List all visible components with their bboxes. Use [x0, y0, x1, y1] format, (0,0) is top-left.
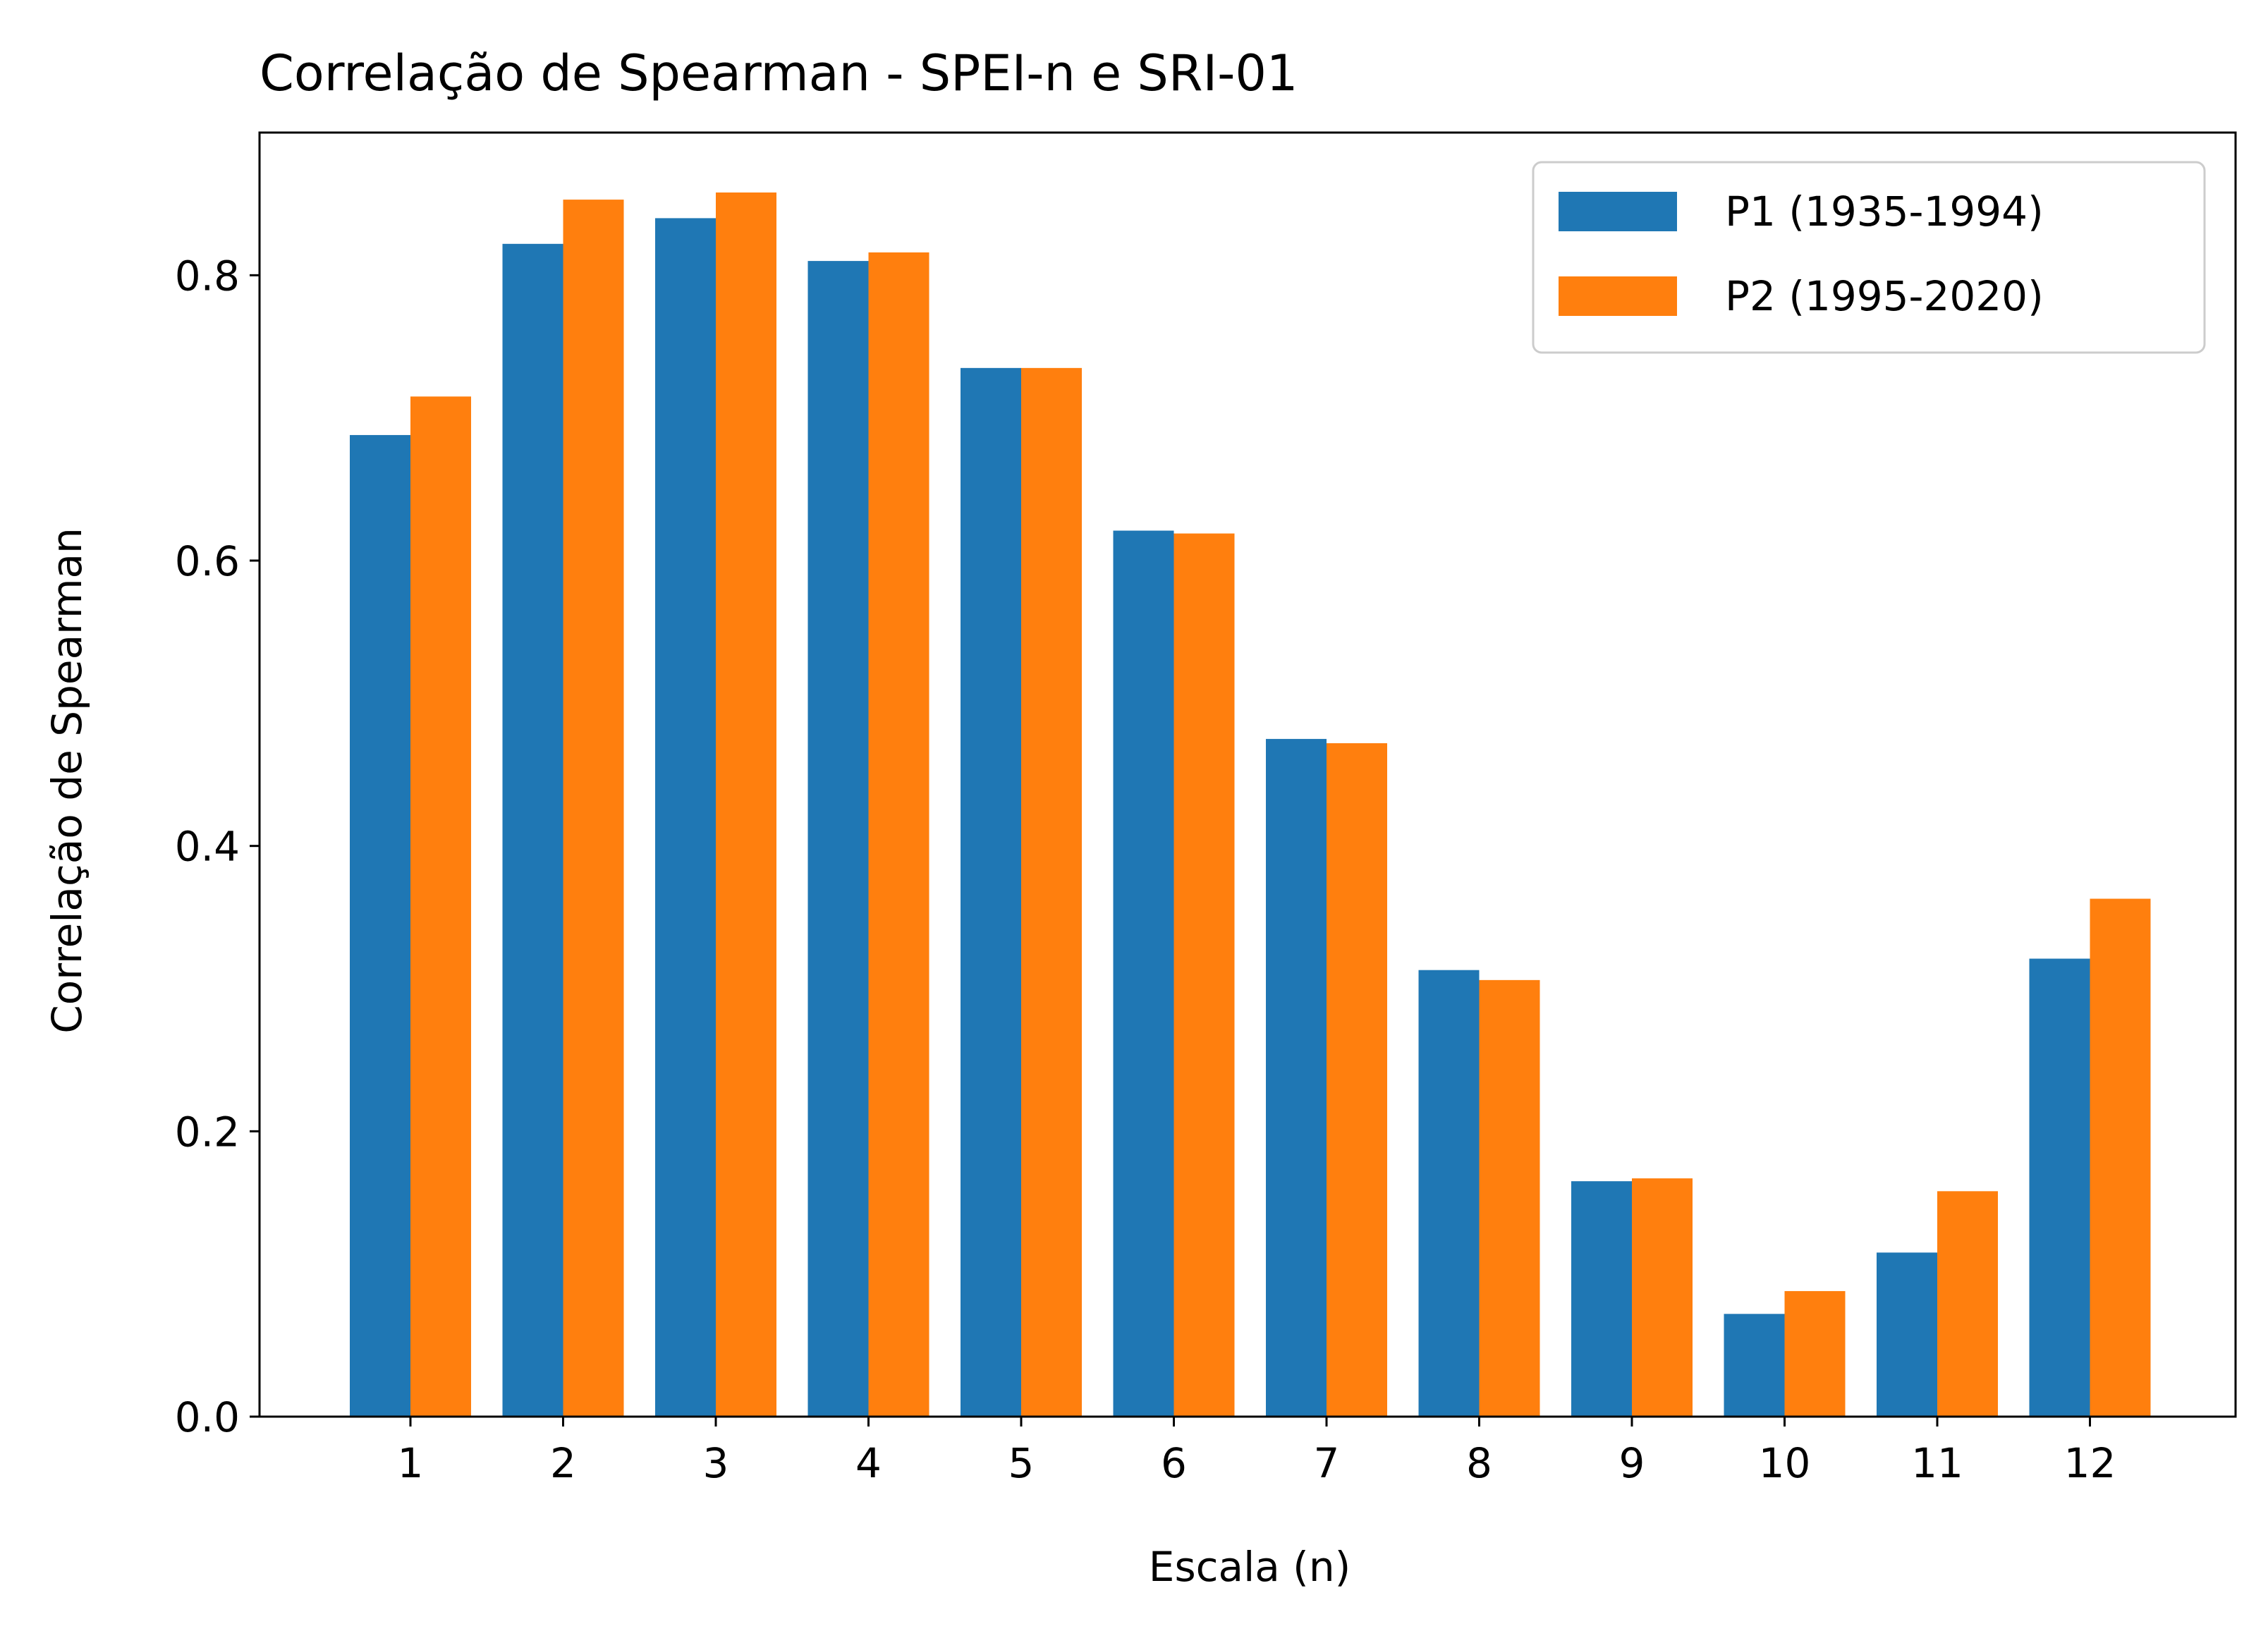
bar-series1-2 [502, 243, 563, 1417]
bar-series2-6 [1173, 533, 1235, 1417]
x-tick-label: 9 [1619, 1439, 1645, 1487]
y-tick-label: 0.2 [175, 1108, 240, 1156]
bar-series1-3 [655, 218, 716, 1417]
y-tick-label: 0.4 [175, 823, 240, 871]
bar-series1-8 [1418, 970, 1480, 1417]
bar-series1-1 [350, 434, 410, 1417]
x-tick-label: 7 [1314, 1439, 1340, 1487]
x-tick-label: 5 [1008, 1439, 1035, 1487]
bar-series2-5 [1021, 367, 1082, 1417]
bar-series2-2 [563, 200, 624, 1417]
bar-series2-3 [716, 192, 776, 1417]
x-tick-label: 1 [398, 1439, 424, 1487]
x-tick-label: 11 [1911, 1439, 1963, 1487]
bar-series1-7 [1266, 738, 1327, 1417]
x-tick-label: 8 [1466, 1439, 1492, 1487]
bar-series2-8 [1479, 979, 1540, 1417]
x-tick-label: 3 [703, 1439, 729, 1487]
legend-swatch-2 [1559, 276, 1677, 316]
bar-series1-11 [1877, 1252, 1937, 1417]
bars-group [350, 192, 2151, 1417]
x-tick-label: 10 [1759, 1439, 1811, 1487]
bar-series2-4 [868, 252, 929, 1417]
legend-label-2: P2 (1995-2020) [1725, 272, 2044, 320]
bar-series2-7 [1327, 743, 1387, 1417]
y-axis-title: Correlação de Spearman [43, 527, 91, 1034]
bar-series1-10 [1724, 1314, 1785, 1417]
plot-frame [258, 131, 2237, 1418]
legend-box [1532, 161, 2206, 354]
legend: P1 (1935-1994) P2 (1995-2020) [1532, 161, 2206, 354]
bar-series1-9 [1571, 1181, 1632, 1417]
bar-series1-12 [2029, 958, 2090, 1417]
x-axis-title: Escala (n) [1149, 1543, 1351, 1591]
x-tick-label: 4 [855, 1439, 882, 1487]
y-tick-label: 0.0 [175, 1393, 240, 1441]
bar-series2-10 [1784, 1290, 1846, 1417]
y-tick-label: 0.6 [175, 537, 240, 585]
bar-series2-11 [1937, 1191, 1998, 1417]
x-tick-label: 6 [1161, 1439, 1187, 1487]
x-tick-label: 2 [550, 1439, 576, 1487]
bar-series2-9 [1632, 1178, 1693, 1417]
y-tick-label: 0.8 [175, 252, 240, 300]
chart-title: Correlação de Spearman - SPEI-n e SRI-01 [260, 44, 1298, 102]
x-tick-label: 12 [2064, 1439, 2116, 1487]
legend-swatch-1 [1559, 192, 1677, 231]
axes-group: 0.00.20.40.60.81 2 3 4 5 6 7 8 9 10 11 12 [175, 131, 2237, 1487]
bar-series1-6 [1113, 530, 1174, 1417]
legend-label-1: P1 (1935-1994) [1725, 188, 2044, 236]
bar-series1-4 [807, 261, 869, 1417]
bar-series2-12 [2090, 898, 2151, 1417]
bar-series1-5 [961, 367, 1021, 1417]
bar-series2-1 [410, 396, 471, 1417]
